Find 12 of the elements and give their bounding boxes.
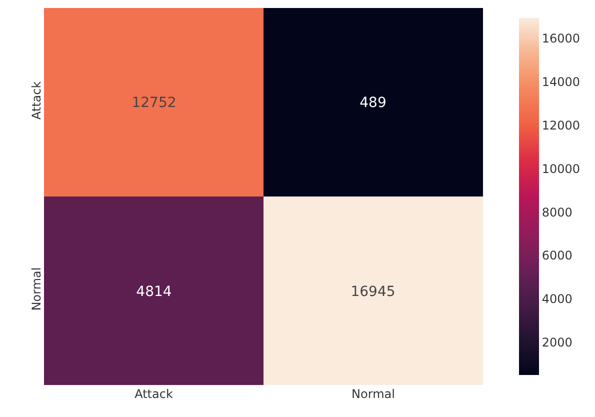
color-bar-label: 4000 xyxy=(542,292,572,306)
data-label: 4814 xyxy=(136,284,172,300)
color-bar-label: 6000 xyxy=(542,248,572,263)
data-label: 12752 xyxy=(132,94,176,111)
color-bar-label: 16000 xyxy=(542,32,580,46)
color-bar-label: 14000 xyxy=(542,75,580,90)
data-label: 489 xyxy=(360,94,386,111)
data-label: 16945 xyxy=(350,284,396,300)
color-bar-label: 2000 xyxy=(542,335,572,350)
color-bar-label: 10000 xyxy=(542,162,580,176)
color-bar-label: 8000 xyxy=(542,205,572,220)
color-bar-label: 12000 xyxy=(542,118,580,132)
